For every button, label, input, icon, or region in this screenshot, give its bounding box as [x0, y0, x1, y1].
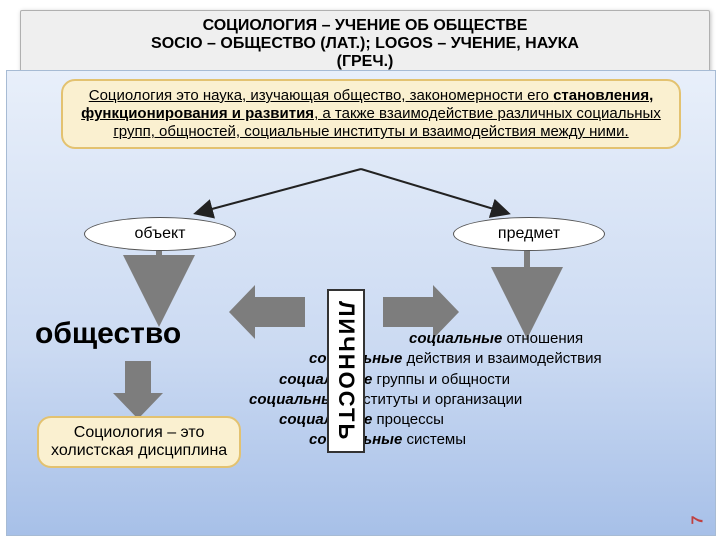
- header-line-1: СОЦИОЛОГИЯ – УЧЕНИЕ ОБ ОБЩЕСТВЕ: [25, 17, 705, 35]
- header-box: СОЦИОЛОГИЯ – УЧЕНИЕ ОБ ОБЩЕСТВЕ SOCIO – …: [20, 10, 710, 78]
- page-number: 7: [690, 516, 708, 525]
- subject-list: социальные отношения социальные действия…: [239, 329, 602, 451]
- header-line-3: (ГРЕЧ.): [25, 53, 705, 71]
- personality-box: ЛИЧНОСТЬ: [327, 289, 365, 453]
- holist-box: Социология – это холистская дисциплина: [37, 416, 241, 468]
- header-line-2: SOCIO – ОБЩЕСТВО (ЛАТ.); LOGOS – УЧЕНИЕ,…: [25, 35, 705, 53]
- list-item: социальные отношения: [409, 329, 602, 349]
- list-item: социальные институты и организации: [249, 390, 602, 410]
- ellipse-subject: предмет: [453, 217, 605, 251]
- society-label: общество: [35, 317, 181, 351]
- ellipse-subject-label: предмет: [498, 225, 560, 242]
- ellipse-object-label: объект: [135, 225, 186, 242]
- holist-line2: холистская дисциплина: [51, 442, 227, 459]
- diagram-canvas: Социология это наука, изучающая общество…: [6, 70, 716, 536]
- definition-part1: Социология это наука, изучающая общество…: [89, 87, 553, 104]
- ellipse-object: объект: [84, 217, 236, 251]
- definition-box: Социология это наука, изучающая общество…: [61, 79, 681, 149]
- holist-line1: Социология – это: [74, 424, 205, 441]
